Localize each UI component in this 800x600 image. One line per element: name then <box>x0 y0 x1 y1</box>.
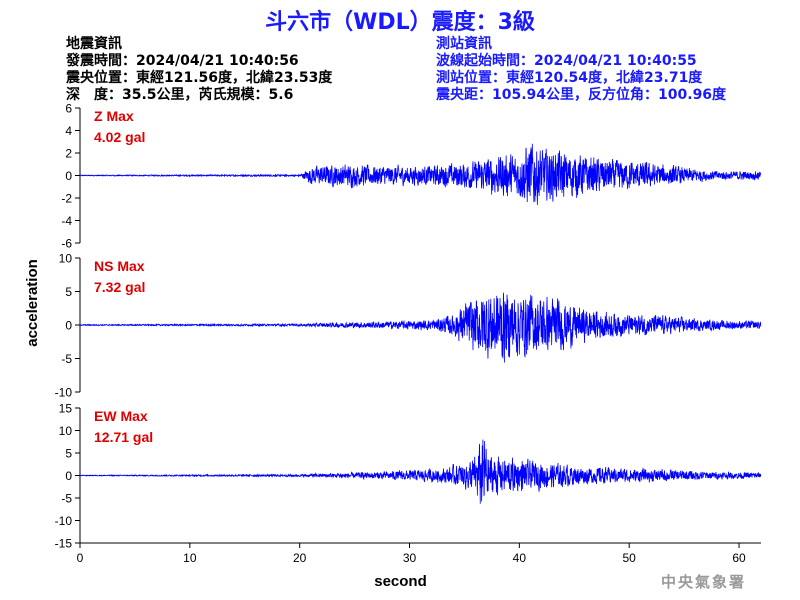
y-tick-label: 0 <box>65 469 72 483</box>
x-tick-label: 10 <box>183 551 197 565</box>
y-tick-label: -15 <box>55 537 73 551</box>
waveform-ew <box>79 439 762 504</box>
y-tick-label: -10 <box>55 386 73 400</box>
y-axis-title: acceleration <box>24 259 41 347</box>
wave-start-time: 波線起始時間：2024/04/21 10:40:55 <box>436 53 697 69</box>
x-tick-label: 30 <box>403 551 417 565</box>
waveform-z <box>79 143 762 206</box>
panel-ew: -15 -10 -5 0 5 10 15 EW Max 12.71 gal <box>55 402 762 551</box>
origin-time: 發震時間：2024/04/21 10:40:56 <box>66 53 299 69</box>
panel-ns: -10 -5 0 5 10 NS Max 7.32 gal <box>55 252 762 400</box>
y-tick-label: -6 <box>61 237 72 251</box>
panel-z: -6 -4 -2 0 2 4 6 Z Max 4.02 gal <box>61 102 762 251</box>
x-tick-label: 0 <box>77 551 84 565</box>
y-tick-label: 2 <box>65 147 72 161</box>
panel-max-label: 4.02 gal <box>94 129 145 145</box>
epicenter: 震央位置：東經121.56度，北緯23.53度 <box>66 70 333 86</box>
depth-magnitude: 深 度：35.5公里，芮氏規模：5.6 <box>66 87 294 103</box>
epicentral-distance: 震央距：105.94公里，反方位角：100.96度 <box>436 87 727 103</box>
x-tick-label: 40 <box>513 551 527 565</box>
x-tick-label: 20 <box>293 551 307 565</box>
y-tick-label: -4 <box>61 214 72 228</box>
y-tick-label: -2 <box>61 192 72 206</box>
panel-name-label: EW Max <box>94 408 148 424</box>
x-axis-title: second <box>374 573 427 590</box>
earthquake-info-heading: 地震資訊 <box>66 36 122 52</box>
y-tick-label: -5 <box>61 352 72 366</box>
panel-max-label: 7.32 gal <box>94 279 145 295</box>
y-tick-label: 0 <box>65 319 72 333</box>
y-tick-label: 6 <box>65 102 72 116</box>
y-tick-label: 0 <box>65 169 72 183</box>
x-tick-label: 50 <box>623 551 637 565</box>
agency-watermark: 中央氣象署 <box>660 573 746 591</box>
station-info-heading: 測站資訊 <box>436 36 492 52</box>
panel-max-label: 12.71 gal <box>94 429 153 445</box>
station-info: 測站資訊 波線起始時間：2024/04/21 10:40:55 測站位置：東經1… <box>436 36 726 104</box>
station-location: 測站位置：東經120.54度，北緯23.71度 <box>436 70 703 86</box>
chart-title: 斗六市（WDL）震度：3級 <box>265 10 535 35</box>
y-tick-label: 10 <box>59 252 73 266</box>
earthquake-info: 地震資訊 發震時間：2024/04/21 10:40:56 震央位置：東經121… <box>66 36 332 104</box>
y-tick-label: 4 <box>65 124 72 138</box>
panel-name-label: NS Max <box>94 258 145 274</box>
panel-name-label: Z Max <box>94 108 134 124</box>
y-tick-label: 10 <box>59 424 73 438</box>
y-tick-label: 5 <box>65 447 72 461</box>
y-tick-label: 15 <box>59 402 73 416</box>
y-tick-label: -10 <box>55 514 73 528</box>
x-tick-label: 60 <box>732 551 746 565</box>
y-tick-label: -5 <box>61 492 72 506</box>
y-tick-label: 5 <box>65 285 72 299</box>
waveform-ns <box>79 292 762 363</box>
